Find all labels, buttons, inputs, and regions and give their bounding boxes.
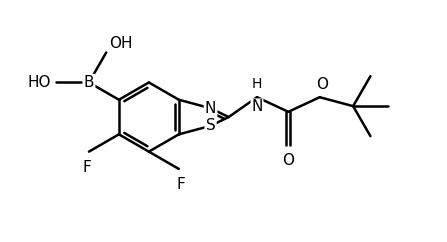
Text: F: F <box>177 177 185 192</box>
Text: S: S <box>206 118 215 133</box>
Text: N: N <box>251 99 263 114</box>
Text: O: O <box>283 153 295 168</box>
Text: HO: HO <box>27 75 51 90</box>
Text: O: O <box>316 77 328 92</box>
Text: N: N <box>205 101 216 116</box>
Text: OH: OH <box>109 36 133 51</box>
Text: B: B <box>84 75 94 90</box>
Text: H: H <box>252 77 262 91</box>
Text: F: F <box>83 159 91 174</box>
